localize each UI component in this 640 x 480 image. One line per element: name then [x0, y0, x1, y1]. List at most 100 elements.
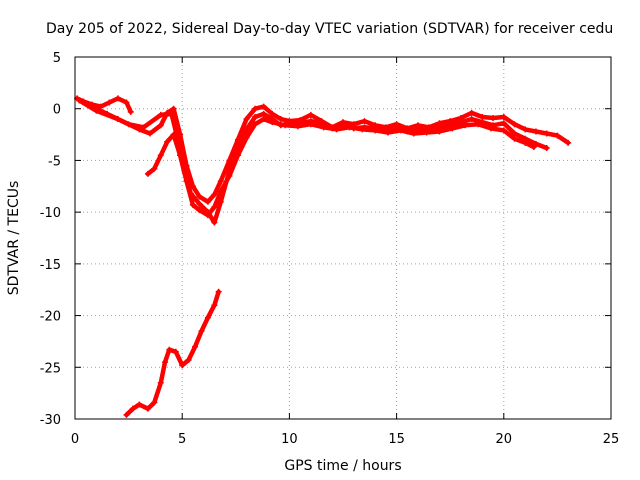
- data-point: [106, 99, 113, 106]
- data-point: [449, 125, 456, 132]
- data-point: [410, 130, 417, 137]
- data-point: [157, 122, 164, 129]
- y-tick-label: 5: [53, 51, 61, 66]
- data-point: [243, 116, 250, 123]
- data-point: [114, 95, 121, 102]
- data-point: [511, 121, 518, 128]
- data-point: [104, 110, 111, 117]
- data-point: [157, 152, 164, 159]
- data-point: [179, 362, 186, 369]
- data-point: [252, 121, 259, 128]
- series-trace: [77, 98, 571, 205]
- y-tick-label: -15: [40, 258, 61, 273]
- data-point: [123, 99, 130, 106]
- data-point: [554, 132, 561, 139]
- data-point: [125, 121, 132, 128]
- data-point: [522, 126, 529, 133]
- data-point: [168, 110, 175, 117]
- data-point: [234, 152, 241, 159]
- x-tick-label: 25: [603, 432, 620, 447]
- data-point: [511, 135, 518, 142]
- data-point: [211, 203, 218, 210]
- data-point: [226, 172, 233, 179]
- data-point: [129, 405, 136, 412]
- data-point: [487, 125, 494, 132]
- data-point: [500, 113, 507, 120]
- data-point: [490, 115, 497, 122]
- data-point: [500, 120, 507, 127]
- y-tick-label: -30: [40, 413, 61, 428]
- series-arc-low: [123, 288, 222, 418]
- data-point: [333, 126, 340, 133]
- data-point: [252, 113, 259, 120]
- data-point: [500, 127, 507, 134]
- series-arc-main-a: [76, 97, 572, 205]
- data-point: [423, 129, 430, 136]
- data-point: [164, 138, 171, 145]
- data-point: [177, 152, 184, 159]
- data-point: [511, 130, 518, 137]
- data-point: [215, 288, 222, 295]
- data-point: [532, 128, 539, 135]
- y-tick-label: -10: [40, 206, 61, 221]
- data-point: [436, 128, 443, 135]
- data-point: [211, 219, 218, 226]
- data-point: [479, 113, 486, 120]
- data-point: [269, 110, 276, 117]
- data-point: [211, 302, 218, 309]
- data-point: [196, 193, 203, 200]
- data-point: [204, 314, 211, 321]
- y-tick-label: -5: [48, 154, 61, 169]
- data-point: [269, 119, 276, 126]
- data-point: [361, 118, 368, 125]
- data-point: [198, 328, 205, 335]
- data-point: [543, 130, 550, 137]
- data-point: [162, 359, 169, 366]
- data-point: [346, 124, 353, 131]
- data-point: [123, 411, 130, 418]
- grid: [75, 57, 611, 419]
- data-point: [189, 201, 196, 208]
- y-tick-label: 0: [53, 103, 61, 118]
- data-point: [136, 401, 143, 408]
- series-trace: [124, 289, 221, 418]
- data-point: [385, 129, 392, 136]
- data-point: [532, 140, 539, 147]
- data-point: [294, 123, 301, 130]
- data-point: [530, 143, 537, 150]
- data-point: [462, 122, 469, 129]
- data-point: [157, 111, 164, 118]
- data-point: [76, 97, 83, 104]
- data-point: [307, 111, 314, 118]
- data-point: [183, 178, 190, 185]
- x-tick-label: 5: [178, 432, 186, 447]
- data-point: [543, 145, 550, 152]
- data-point: [172, 348, 179, 355]
- y-tick-label: -20: [40, 310, 61, 325]
- data-point: [260, 103, 267, 110]
- data-point: [243, 134, 250, 141]
- data-point: [147, 130, 154, 137]
- data-point: [468, 116, 475, 123]
- data-point: [192, 343, 199, 350]
- data-point: [522, 139, 529, 146]
- data-point: [204, 212, 211, 219]
- data-point: [468, 109, 475, 116]
- data-point: [277, 116, 284, 123]
- data-point: [211, 191, 218, 198]
- x-tick-label: 0: [71, 432, 79, 447]
- data-series-group: [74, 95, 572, 418]
- axis-ticks: 0 5 10 15 20 25 5 0 -5 -10 -15 -20 -25 -30: [40, 51, 620, 447]
- plot-frame: [74, 56, 612, 420]
- data-point: [282, 122, 289, 129]
- data-point: [140, 124, 147, 131]
- x-tick-label: 15: [388, 432, 405, 447]
- data-point: [166, 346, 173, 353]
- data-point: [217, 188, 224, 195]
- data-point: [144, 170, 151, 177]
- data-point: [260, 116, 267, 123]
- data-point: [127, 108, 134, 115]
- data-point: [151, 165, 158, 172]
- data-point: [359, 126, 366, 133]
